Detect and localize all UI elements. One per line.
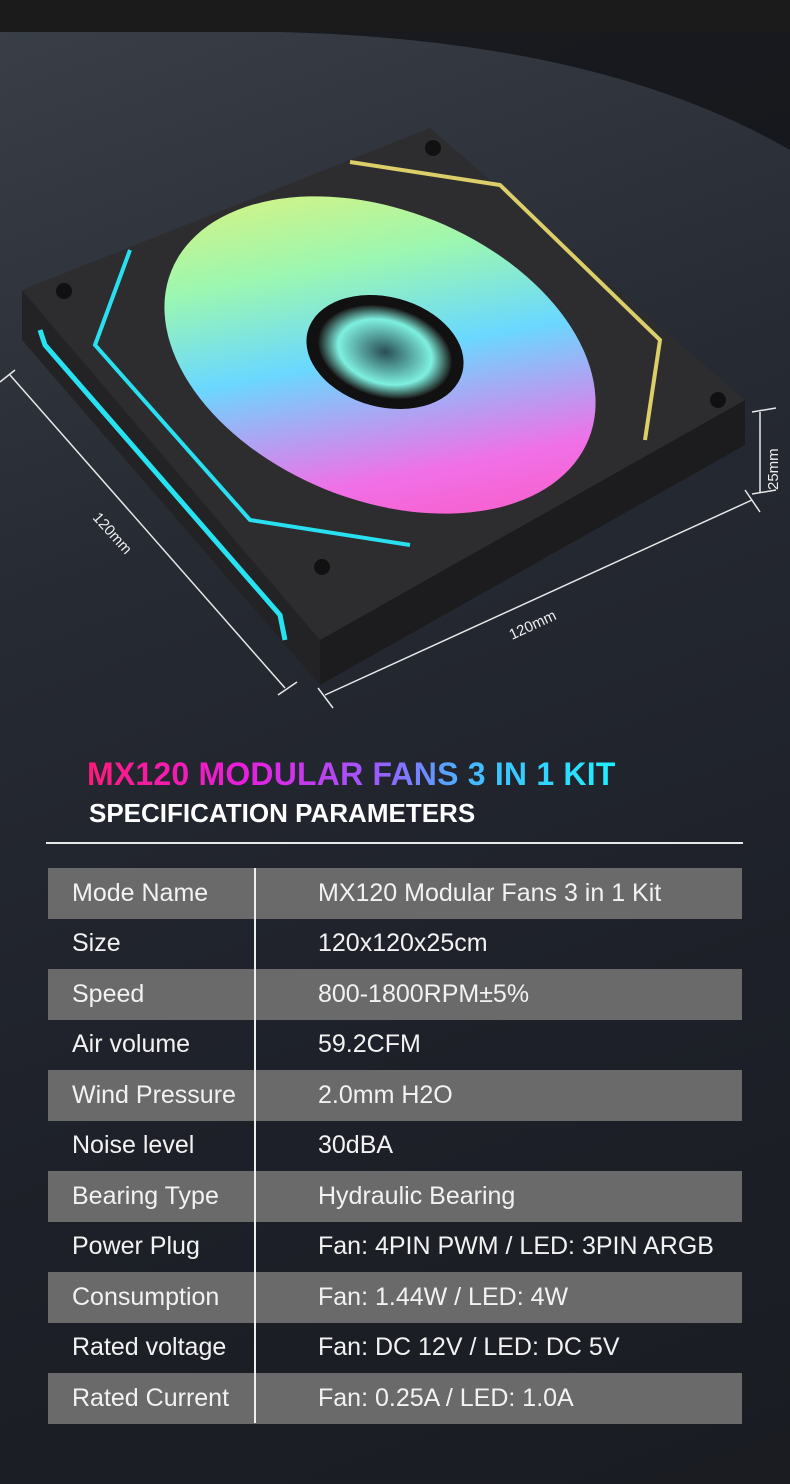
spec-row: Consumption Fan: 1.44W / LED: 4W — [48, 1272, 742, 1323]
spec-table: Mode Name MX120 Modular Fans 3 in 1 Kit Si… — [48, 868, 742, 1424]
spec-row: Mode Name MX120 Modular Fans 3 in 1 Kit — [48, 868, 742, 919]
spec-row: Wind Pressure 2.0mm H2O — [48, 1070, 742, 1121]
spec-value: Fan: 1.44W / LED: 4W — [318, 1282, 569, 1311]
spec-row: Power Plug Fan: 4PIN PWM / LED: 3PIN ARGB — [48, 1222, 742, 1273]
spec-value: Fan: 4PIN PWM / LED: 3PIN ARGB — [318, 1232, 714, 1261]
width-dimension-label: 120mm — [89, 509, 135, 558]
product-title: MX120 MODULAR FANS 3 IN 1 KIT — [87, 756, 616, 792]
spec-value: Fan: DC 12V / LED: DC 5V — [318, 1333, 620, 1362]
spec-row: Rated Current Fan: 0.25A / LED: 1.0A — [48, 1373, 742, 1424]
spec-value: Fan: 0.25A / LED: 1.0A — [318, 1383, 574, 1412]
spec-label: Air volume — [72, 1030, 191, 1059]
spec-value: MX120 Modular Fans 3 in 1 Kit — [318, 878, 662, 907]
spec-value: Hydraulic Bearing — [318, 1181, 516, 1210]
spec-label: Power Plug — [72, 1232, 200, 1261]
spec-row: Noise level 30dBA — [48, 1121, 742, 1172]
spec-row: Rated voltage Fan: DC 12V / LED: DC 5V — [48, 1323, 742, 1374]
spec-label: Size — [72, 929, 121, 958]
spec-row: Air volume 59.2CFM — [48, 1020, 742, 1071]
spec-label: Wind Pressure — [72, 1080, 236, 1109]
spec-value: 59.2CFM — [318, 1030, 421, 1059]
height-dimension-label: 25mm — [765, 448, 782, 490]
fan-side-right — [320, 400, 745, 685]
spec-value: 120x120x25cm — [318, 929, 488, 958]
spec-label: Speed — [72, 979, 145, 1008]
spec-row: Speed 800-1800RPM±5% — [48, 969, 742, 1020]
spec-value: 800-1800RPM±5% — [318, 979, 530, 1008]
length-dimension-label: 120mm — [507, 607, 560, 644]
spec-row: Bearing Type Hydraulic Bearing — [48, 1171, 742, 1222]
spec-row: Size 120x120x25cm — [48, 919, 742, 970]
spec-label: Rated Current — [72, 1383, 230, 1412]
spec-label: Noise level — [72, 1131, 195, 1160]
divider — [46, 842, 743, 844]
column-divider — [254, 868, 256, 1423]
section-subtitle: SPECIFICATION PARAMETERS — [89, 798, 476, 828]
spec-value: 2.0mm H2O — [318, 1080, 453, 1109]
spec-label: Rated voltage — [72, 1333, 227, 1362]
spec-label: Consumption — [72, 1282, 220, 1311]
spec-value: 30dBA — [318, 1131, 394, 1160]
top-bar — [0, 0, 790, 32]
spec-label: Mode Name — [72, 878, 209, 907]
spec-label: Bearing Type — [72, 1181, 219, 1210]
dimension-lines — [0, 369, 777, 709]
fan-product-image: 120mm 120mm 25mm — [0, 32, 790, 709]
